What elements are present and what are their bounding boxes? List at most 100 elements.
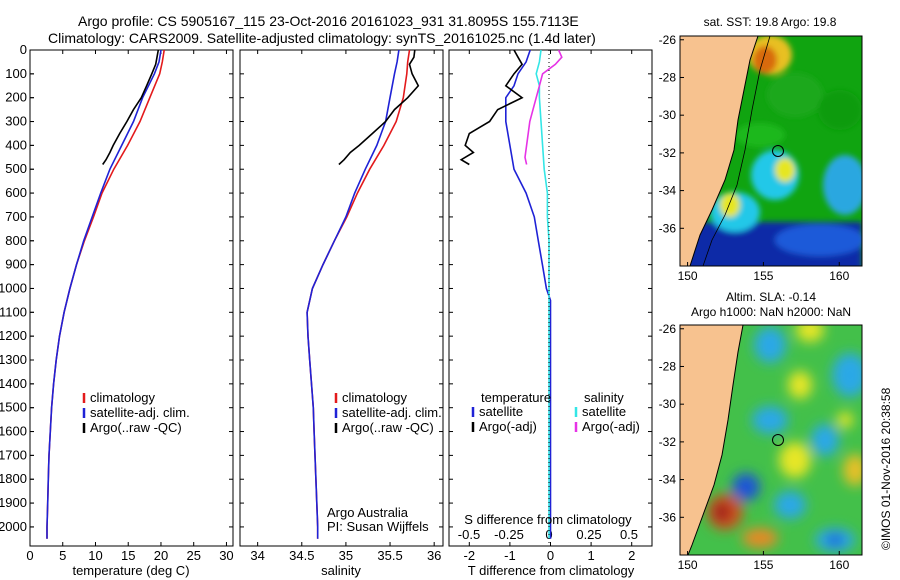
depth-tick-label: 1100 bbox=[0, 304, 27, 319]
salinity-annotation-line-1: Argo Australia bbox=[327, 505, 409, 520]
s-diff-tick-label: -0.5 bbox=[458, 527, 480, 542]
depth-tick-label: 1400 bbox=[0, 376, 27, 391]
depth-tick-label: 200 bbox=[5, 90, 27, 105]
depth-tick-label: 1000 bbox=[0, 280, 27, 295]
map-y-tick-label: -28 bbox=[659, 359, 677, 373]
x-tick-label: 2 bbox=[628, 548, 635, 563]
depth-tick-label: 1700 bbox=[0, 447, 27, 462]
salinity-legend-label: Argo(..raw -QC) bbox=[342, 420, 434, 435]
depth-tick-label: 500 bbox=[5, 161, 27, 176]
temperature-argo-line bbox=[102, 49, 160, 165]
map-x-tick-label: 155 bbox=[753, 269, 773, 283]
x-tick-label: 36 bbox=[427, 548, 441, 563]
x-tick-label: 34.5 bbox=[289, 548, 314, 563]
depth-axis: 0 100 200 300 400 500 600 700 800 900 1000 1100 1200… bbox=[0, 42, 34, 534]
map-y-tick-label: -28 bbox=[659, 70, 677, 84]
title-line-1: Argo profile: CS 5905167_115 23-Oct-2016… bbox=[78, 13, 579, 29]
depth-tick-label: 1900 bbox=[0, 495, 27, 510]
x-tick-label: 20 bbox=[154, 548, 168, 563]
salinity-panel-frame bbox=[239, 49, 444, 547]
temperature-satellite-line bbox=[46, 49, 162, 539]
title-line-2: Climatology: CARS2009. Satellite-adjuste… bbox=[48, 30, 596, 46]
x-tick-label: -1 bbox=[504, 548, 516, 563]
depth-tick-label: 700 bbox=[5, 209, 27, 224]
diff-salinity-satellite-line bbox=[535, 49, 550, 539]
sst-land bbox=[680, 36, 758, 266]
x-tick-label: 1 bbox=[587, 548, 594, 563]
depth-tick-label: 1200 bbox=[0, 328, 27, 343]
depth-tick-label: 300 bbox=[5, 114, 27, 129]
map-x-tick-label: 160 bbox=[829, 269, 849, 283]
depth-tick-label: 1500 bbox=[0, 400, 27, 415]
difference-s-xlabel: S difference from climatology bbox=[464, 512, 632, 527]
temperature-legend-label: Argo(..raw -QC) bbox=[90, 420, 182, 435]
depth-tick-label: 100 bbox=[5, 66, 27, 81]
sst-map-title: sat. SST: 19.8 Argo: 19.8 bbox=[704, 15, 837, 29]
map-x-tick-label: 155 bbox=[753, 558, 773, 572]
depth-tick-label: 1300 bbox=[0, 352, 27, 367]
x-tick-label: 0 bbox=[26, 548, 33, 563]
s-diff-tick-label: 0.25 bbox=[576, 527, 601, 542]
diff-temperature-argo-line bbox=[459, 49, 524, 166]
temperature-xlabel: temperature (deg C) bbox=[72, 563, 189, 578]
map-y-tick-label: -30 bbox=[659, 397, 677, 411]
salinity-legend-label: satellite-adj. clim. bbox=[342, 405, 442, 420]
diff-legend-temperature-label: satellite bbox=[479, 404, 523, 419]
sla-map-title: Altim. SLA: -0.14 bbox=[726, 290, 816, 304]
temperature-series bbox=[46, 49, 165, 539]
sla-map: Altim. SLA: -0.14 Argo h1000: NaN h2000:… bbox=[659, 290, 863, 572]
map-x-tick-label: 150 bbox=[678, 558, 698, 572]
salinity-satellite-line bbox=[306, 49, 400, 539]
difference-series bbox=[459, 49, 563, 539]
sst-argo-marker bbox=[772, 145, 784, 157]
sla-land bbox=[680, 325, 743, 555]
s-diff-tick-label: 0.5 bbox=[620, 527, 638, 542]
map-x-tick-label: 150 bbox=[678, 269, 698, 283]
x-tick-label: 5 bbox=[59, 548, 66, 563]
salinity-argo-line bbox=[338, 49, 420, 166]
map-y-tick-label: -32 bbox=[659, 435, 677, 449]
map-y-tick-label: -26 bbox=[659, 322, 677, 336]
diff-legend-salinity-label: Argo(-adj) bbox=[582, 419, 640, 434]
x-tick-label: 25 bbox=[186, 548, 200, 563]
depth-tick-label: 800 bbox=[5, 233, 27, 248]
sla-map-subtitle: Argo h1000: NaN h2000: NaN bbox=[691, 305, 851, 319]
depth-tick-label: 400 bbox=[5, 137, 27, 152]
map-y-tick-label: -36 bbox=[659, 221, 677, 235]
depth-tick-label: 900 bbox=[5, 257, 27, 272]
diff-legend-salinity-header: salinity bbox=[584, 390, 624, 405]
diff-legend-temperature-header: temperature bbox=[481, 390, 551, 405]
map-x-tick-label: 160 bbox=[829, 558, 849, 572]
credit-text: ©IMOS 01-Nov-2016 20:38:58 bbox=[879, 387, 893, 550]
difference-t-xlabel: T difference from climatology bbox=[468, 563, 635, 578]
salinity-xlabel: salinity bbox=[321, 563, 361, 578]
temperature-legend-label: satellite-adj. clim. bbox=[90, 405, 190, 420]
x-tick-label: 30 bbox=[219, 548, 233, 563]
map-y-tick-label: -36 bbox=[659, 510, 677, 524]
depth-tick-label: 1800 bbox=[0, 471, 27, 486]
map-y-tick-label: -32 bbox=[659, 146, 677, 160]
depth-tick-label: 0 bbox=[20, 42, 27, 57]
depth-tick-label: 1600 bbox=[0, 424, 27, 439]
map-y-tick-label: -26 bbox=[659, 33, 677, 47]
salinity-series bbox=[306, 49, 420, 539]
x-tick-label: 10 bbox=[88, 548, 102, 563]
depth-tick-label: 600 bbox=[5, 185, 27, 200]
s-diff-tick-label: -0.25 bbox=[494, 527, 524, 542]
sst-map: sat. SST: 19.8 Argo: 19.8 bbox=[659, 15, 863, 283]
diff-legend-temperature-label: Argo(-adj) bbox=[479, 419, 537, 434]
x-tick-label: 0 bbox=[547, 548, 554, 563]
map-y-tick-label: -30 bbox=[659, 108, 677, 122]
x-tick-label: 35 bbox=[339, 548, 353, 563]
diff-temperature-satellite-line bbox=[504, 49, 552, 539]
x-tick-label: 15 bbox=[121, 548, 135, 563]
temperature-panel-frame bbox=[29, 49, 234, 547]
salinity-x-axis: 34 34.5 35 35.5 36 bbox=[240, 49, 443, 563]
x-tick-label: 34 bbox=[250, 548, 264, 563]
diff-legend-salinity-label: satellite bbox=[582, 404, 626, 419]
sla-argo-marker bbox=[772, 434, 784, 446]
map-y-tick-label: -34 bbox=[659, 184, 677, 198]
